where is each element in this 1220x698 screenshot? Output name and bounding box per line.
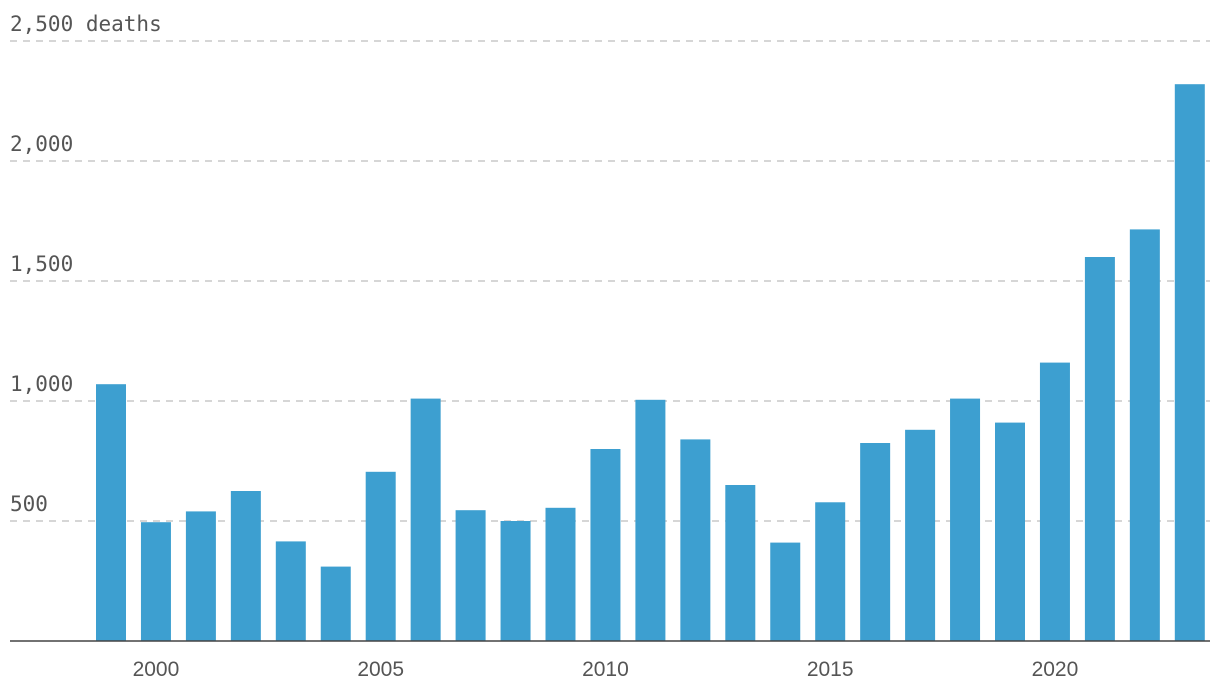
bar-2011 [635, 399, 666, 641]
y-tick-label: 1,500 [10, 252, 73, 276]
bar-2007 [455, 510, 486, 641]
x-tick-label: 2000 [133, 658, 180, 681]
bar-2012 [680, 439, 711, 641]
bar-2006 [410, 398, 441, 641]
bar-2018 [950, 398, 981, 641]
bar-2020 [1039, 362, 1070, 641]
bar-1999 [96, 384, 126, 641]
bar-2000 [140, 522, 171, 641]
bar-2008 [500, 521, 531, 641]
x-tick-label: 2015 [807, 658, 854, 681]
bar-2015 [815, 502, 846, 641]
bar-2005 [365, 471, 396, 641]
bar-2002 [230, 491, 261, 641]
y-axis-labels: 500 1,000 1,500 2,000 2,500 deaths [10, 12, 162, 516]
x-axis-labels: 2000 2005 2010 2015 2020 [133, 658, 1079, 681]
bar-2021 [1084, 257, 1115, 641]
bar-2010 [590, 449, 621, 641]
bar-2017 [905, 429, 936, 641]
y-tick-label: 500 [10, 492, 48, 516]
bars [96, 84, 1205, 641]
bar-2019 [995, 422, 1025, 641]
bar-2016 [860, 443, 891, 641]
bar-2013 [725, 485, 756, 641]
bar-2003 [275, 541, 306, 641]
y-tick-label: 1,000 [10, 372, 73, 396]
bar-2023 [1174, 84, 1205, 641]
x-tick-label: 2010 [582, 658, 629, 681]
bar-2004 [320, 566, 351, 641]
y-tick-label: 2,500 deaths [10, 12, 162, 36]
bar-2014 [770, 542, 801, 641]
bar-2001 [185, 511, 216, 641]
bar-2009 [545, 507, 576, 641]
bar-2022 [1129, 229, 1160, 641]
x-tick-label: 2020 [1032, 658, 1079, 681]
x-tick-label: 2005 [357, 658, 404, 681]
y-tick-label: 2,000 [10, 132, 73, 156]
